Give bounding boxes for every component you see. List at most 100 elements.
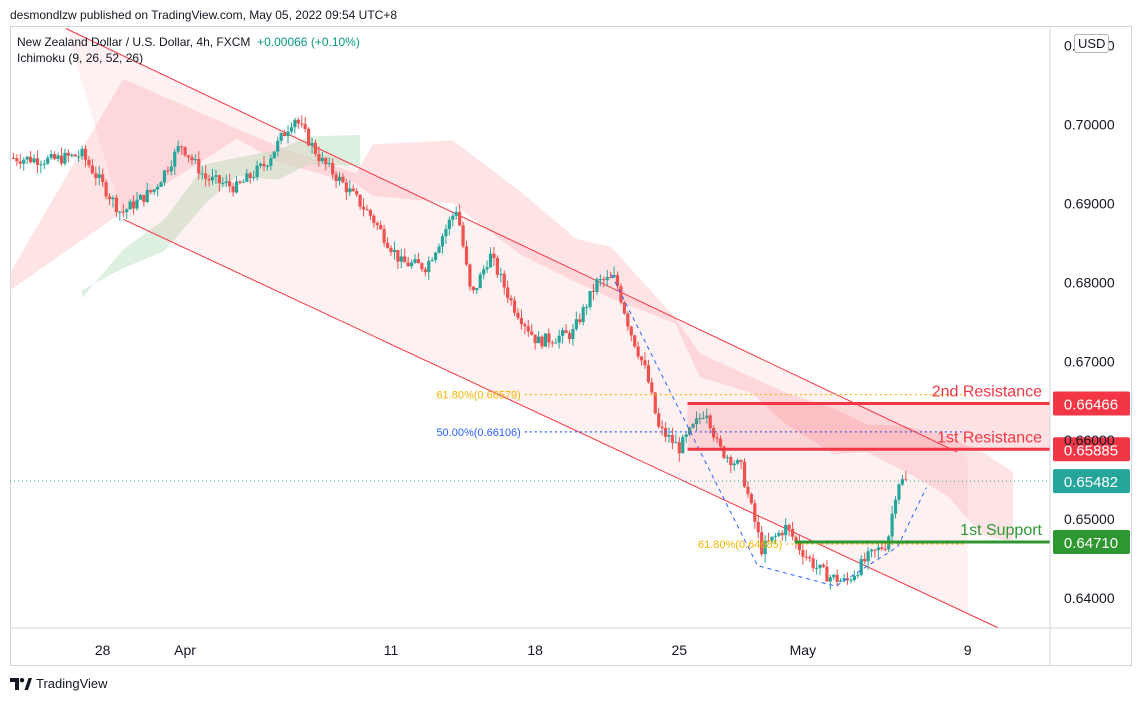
candle-body <box>166 170 170 172</box>
price-tick-label: 0.69000 <box>1064 196 1115 212</box>
price-tag-label: 0.66466 <box>1064 396 1118 413</box>
price-tick-label: 0.64000 <box>1064 590 1115 606</box>
candle-body <box>118 211 122 213</box>
candle-body <box>210 176 215 181</box>
time-tick-label: 25 <box>672 642 688 658</box>
candle-body <box>684 434 688 437</box>
candle-body <box>307 128 311 146</box>
candle-body <box>337 176 342 181</box>
candle-body <box>372 215 376 224</box>
candle-body <box>818 564 822 568</box>
candle-body <box>526 326 530 332</box>
candle-body <box>344 182 348 193</box>
candle-body <box>760 532 764 555</box>
candle-body <box>221 182 225 184</box>
candle-body <box>145 190 149 202</box>
candle-body <box>111 197 115 200</box>
candle-body <box>677 442 681 454</box>
candle-body <box>715 437 719 439</box>
candle-body <box>488 253 493 268</box>
candle-body <box>828 577 832 582</box>
currency-badge[interactable]: USD <box>1074 34 1110 53</box>
candle-body <box>561 330 565 336</box>
candle-body <box>581 307 585 323</box>
candle-body <box>629 326 633 336</box>
candle-body <box>28 156 33 163</box>
candle-body <box>454 211 458 216</box>
candle-body <box>159 182 163 187</box>
candle-body <box>125 209 129 213</box>
candle-body <box>334 174 338 181</box>
candle-body <box>595 279 599 292</box>
candle-body <box>746 486 750 494</box>
candle-body <box>42 163 46 165</box>
fib-swing-path <box>610 274 927 587</box>
candle-body <box>705 415 709 418</box>
candle-body <box>142 195 146 202</box>
candle-body <box>492 253 496 258</box>
candle-body <box>416 259 421 264</box>
candle-body <box>135 199 139 209</box>
candle-body <box>286 131 290 137</box>
candle-body <box>742 461 747 487</box>
chart-legend: New Zealand Dollar / U.S. Dollar, 4h, FX… <box>17 34 360 66</box>
candle-body <box>169 166 173 172</box>
last-price-label: 0.65482 <box>1064 474 1118 491</box>
candle-body <box>718 438 723 447</box>
candle-body <box>90 165 94 174</box>
candle-body <box>667 435 671 437</box>
price-chart[interactable]: 61.80%(0.66579) 50.00%(0.66106) 61.80%(0.6… <box>10 26 1132 666</box>
candle-body <box>797 541 802 551</box>
candle-body <box>653 392 657 414</box>
candle-body <box>303 124 307 129</box>
candle-body <box>176 146 180 152</box>
candle-body <box>18 161 22 164</box>
candle-body <box>32 158 36 163</box>
candlesticks <box>11 115 908 590</box>
candle-body <box>94 173 98 178</box>
ichimoku-cloud-bullish <box>82 134 361 299</box>
candle-body <box>282 133 287 137</box>
candle-body <box>849 580 853 582</box>
candle-body <box>811 558 815 569</box>
candle-body <box>749 493 753 504</box>
candle-body <box>193 159 197 161</box>
candle-body <box>138 195 143 200</box>
candle-body <box>893 499 898 514</box>
candle-body <box>413 259 417 263</box>
candle-body <box>619 286 623 303</box>
candle-body <box>468 264 472 287</box>
candle-body <box>506 287 510 299</box>
candle-body <box>348 188 352 193</box>
candle-body <box>313 142 318 155</box>
candle-body <box>904 479 908 481</box>
published-caption: desmondlzw published on TradingView.com,… <box>10 8 398 22</box>
candle-body <box>327 163 331 165</box>
candle-body <box>131 201 136 209</box>
candle-body <box>804 556 808 558</box>
candle-body <box>73 154 77 157</box>
candle-body <box>845 578 850 581</box>
price-change: +0.00066 (+0.10%) <box>257 35 360 49</box>
candle-body <box>688 427 692 435</box>
candle-body <box>403 256 407 263</box>
candle-body <box>241 181 245 183</box>
candle-body <box>101 174 105 183</box>
level-name: 1st Resistance <box>937 429 1042 446</box>
candle-body <box>856 574 860 576</box>
candle-body <box>155 186 160 190</box>
candle-body <box>739 460 743 462</box>
candle-body <box>56 155 60 159</box>
tradingview-footer[interactable]: TradingView <box>10 676 108 691</box>
candle-body <box>852 575 856 581</box>
candle-body <box>427 260 431 273</box>
candle-body <box>186 155 191 158</box>
candle-body <box>567 333 572 339</box>
candle-body <box>815 567 819 569</box>
candle-body <box>639 356 644 361</box>
candle-body <box>550 342 554 344</box>
candle-body <box>808 556 812 559</box>
indicator-label: Ichimoku (9, 26, 52, 26) <box>17 51 144 65</box>
candle-body <box>341 176 345 183</box>
candle-body <box>385 242 390 248</box>
